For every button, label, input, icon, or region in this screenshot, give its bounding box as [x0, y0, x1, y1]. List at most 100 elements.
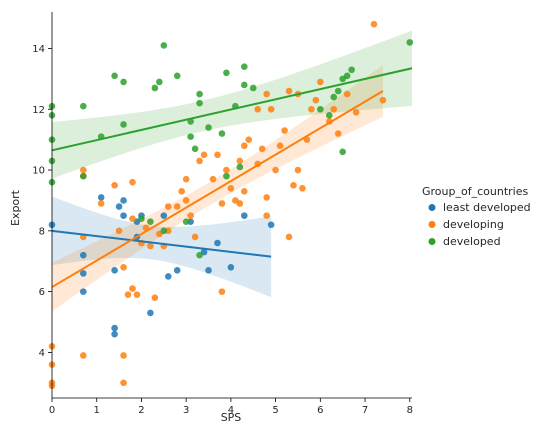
x-ticks: 0 1 2 3 4 5 6 7 8: [49, 398, 413, 416]
x-tick-label: 8: [407, 405, 413, 416]
data-point: [334, 130, 342, 137]
data-point: [120, 78, 127, 86]
y-tick-label: 10: [32, 166, 45, 177]
data-point: [80, 102, 87, 110]
data-point: [80, 352, 87, 359]
x-tick-label: 3: [183, 405, 189, 416]
x-tick-label: 4: [228, 405, 234, 416]
data-point: [240, 81, 248, 89]
data-point: [308, 105, 315, 113]
data-point: [236, 163, 244, 171]
x-tick-label: 0: [49, 405, 55, 416]
data-point: [147, 309, 154, 317]
regression-line: [51, 229, 272, 258]
data-point: [129, 178, 136, 186]
data-point: [80, 251, 87, 259]
data-point: [156, 78, 163, 86]
data-point: [227, 264, 235, 271]
data-point: [330, 105, 338, 113]
data-point: [223, 172, 230, 180]
y-axis-label: Export: [9, 189, 22, 226]
data-point: [164, 203, 172, 210]
data-point: [111, 72, 118, 80]
data-point: [97, 194, 105, 201]
scatter-points: [48, 20, 414, 390]
data-point: [120, 352, 127, 359]
data-point: [164, 273, 172, 280]
data-point: [173, 203, 181, 210]
data-point: [111, 267, 118, 274]
data-point: [200, 151, 208, 159]
data-point: [343, 72, 351, 80]
data-point: [240, 63, 248, 71]
y-tick-label: 6: [39, 287, 45, 298]
data-point: [240, 142, 248, 150]
data-point: [218, 288, 226, 295]
regression-line: [51, 90, 384, 288]
data-point: [236, 157, 244, 165]
data-point: [263, 90, 270, 98]
data-point: [178, 188, 185, 195]
data-point: [120, 121, 127, 128]
data-point: [129, 215, 136, 222]
legend-label: developed: [443, 235, 501, 248]
data-point: [182, 218, 190, 226]
data-point: [147, 218, 154, 226]
legend-marker: [428, 221, 436, 228]
data-point: [160, 212, 168, 219]
x-tick-label: 2: [138, 405, 144, 416]
data-point: [258, 145, 266, 153]
legend-marker: [428, 204, 436, 211]
x-tick-label: 1: [94, 405, 100, 416]
data-point: [214, 239, 221, 247]
data-point: [254, 105, 262, 113]
data-point: [236, 200, 244, 207]
data-point: [187, 133, 194, 140]
data-point: [263, 194, 270, 201]
data-point: [348, 66, 355, 74]
data-point: [151, 84, 159, 92]
data-point: [317, 78, 324, 86]
data-point: [209, 175, 217, 183]
data-point: [173, 267, 181, 274]
data-point: [111, 330, 118, 338]
data-point: [285, 87, 293, 95]
data-point: [80, 166, 87, 174]
y-tick-label: 4: [39, 348, 45, 359]
data-point: [196, 99, 203, 107]
data-point: [120, 264, 127, 271]
data-point: [245, 136, 253, 143]
data-point: [173, 72, 181, 80]
data-point: [272, 166, 279, 174]
data-point: [370, 20, 378, 28]
data-point: [312, 96, 320, 104]
data-point: [80, 172, 87, 180]
data-point: [120, 212, 127, 219]
data-point: [196, 251, 203, 259]
legend-items: least developed developing developed: [428, 201, 531, 248]
data-point: [196, 157, 203, 165]
y-tick-label: 8: [39, 226, 45, 237]
y-ticks: 4 6 8 10 12 14: [32, 44, 52, 359]
data-point: [276, 142, 284, 150]
data-point: [80, 270, 87, 277]
data-point: [218, 130, 226, 137]
data-point: [317, 105, 324, 113]
data-point: [124, 291, 132, 298]
data-point: [138, 215, 145, 222]
y-tick-label: 12: [32, 105, 45, 116]
data-point: [196, 90, 203, 98]
data-point: [223, 69, 230, 77]
data-point: [147, 242, 154, 250]
data-point: [299, 184, 306, 192]
data-point: [240, 188, 248, 195]
legend-marker: [428, 238, 436, 245]
data-point: [160, 227, 168, 235]
data-point: [129, 285, 136, 292]
data-point: [294, 166, 302, 174]
regression-line: [51, 67, 413, 152]
x-tick-label: 6: [317, 405, 323, 416]
legend-title: Group_of_countries: [422, 185, 528, 198]
